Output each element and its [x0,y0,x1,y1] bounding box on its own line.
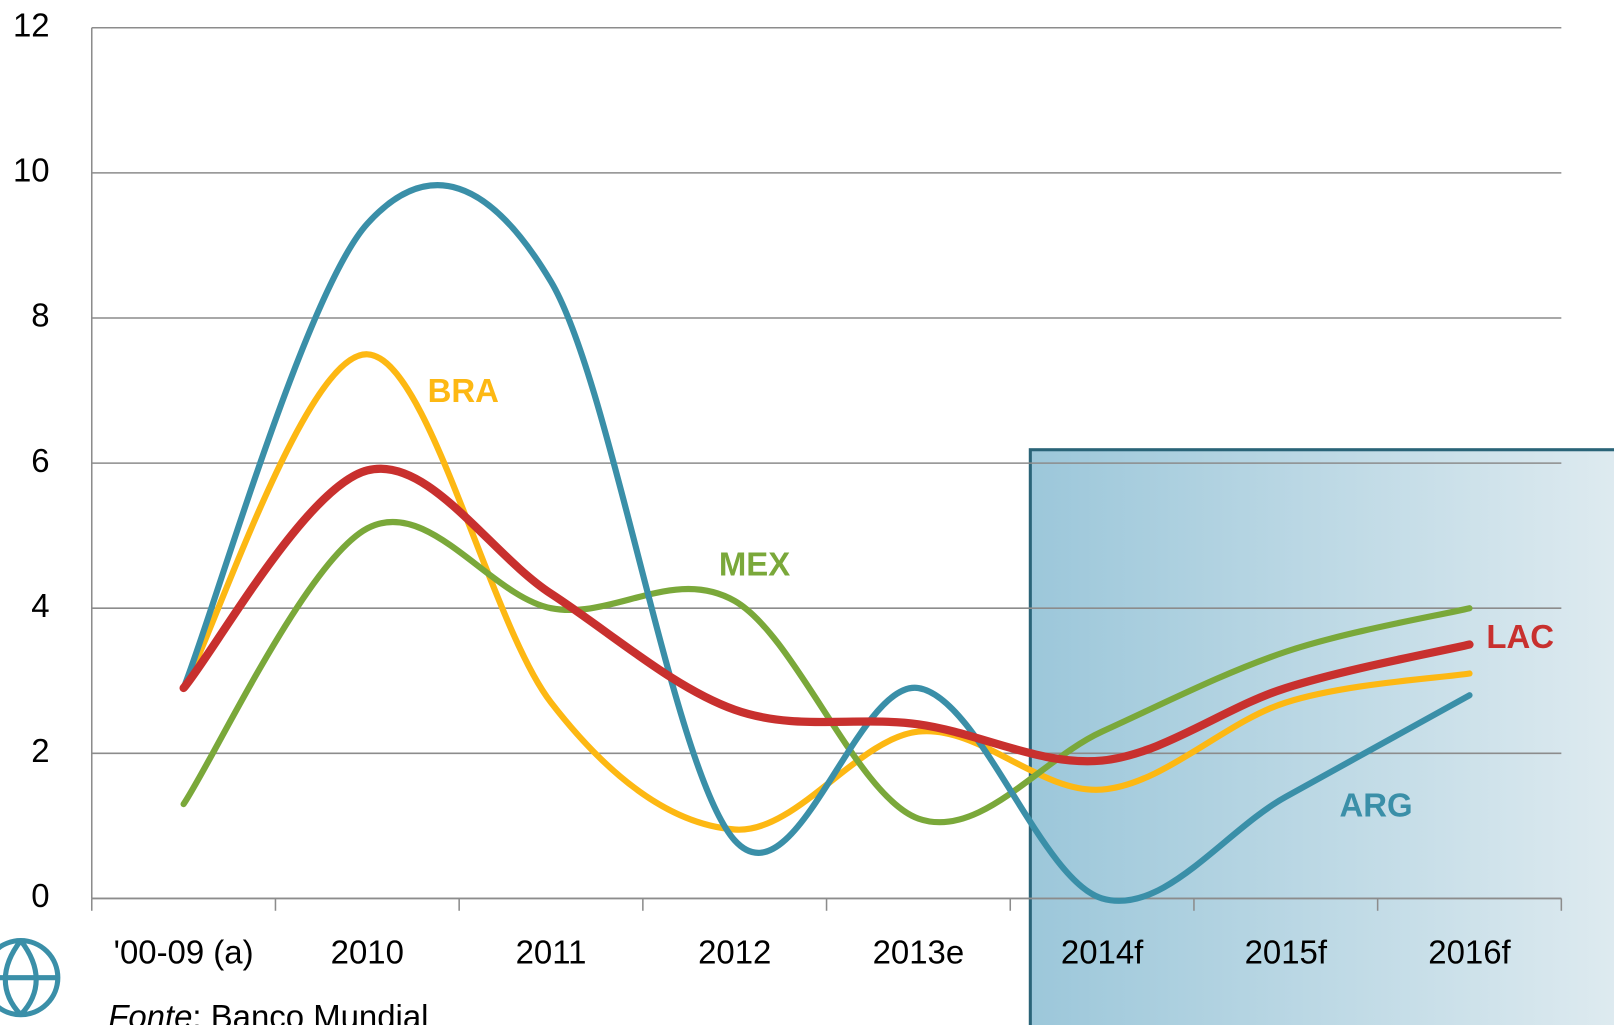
y-tick-label: 6 [31,442,49,479]
x-tick-label: 2011 [516,934,587,971]
source-label: Fonte [108,998,192,1025]
y-tick-label: 4 [31,587,49,624]
y-tick-label: 2 [31,732,49,769]
series-line [180,182,1473,904]
x-tick-label: 2014f [1061,934,1144,971]
x-tick-label: '00-09 (a) [114,934,254,971]
y-tick-label: 12 [13,6,50,43]
x-tick-label: 2015f [1245,934,1328,971]
series-line [180,351,1473,833]
logo [0,938,61,1018]
series-label: LAC [1486,618,1554,655]
series-label: ARG [1340,787,1413,824]
forecast-region [1028,448,1614,1025]
source-text: : Banco Mundial [192,998,428,1025]
x-tick-label: 2012 [698,934,771,971]
source-note: Fonte: Banco Mundial [108,998,428,1025]
series-line [179,464,1474,766]
series-line [180,518,1473,826]
y-tick-label: 10 [13,152,50,189]
series-label: BRA [428,372,499,409]
series-label: MEX [719,546,790,583]
x-tick-label: 2013e [873,934,965,971]
y-tick-label: 0 [31,877,49,914]
x-tick-label: 2016f [1428,934,1511,971]
y-tick-label: 8 [31,297,49,334]
x-tick-label: 2010 [331,934,404,971]
